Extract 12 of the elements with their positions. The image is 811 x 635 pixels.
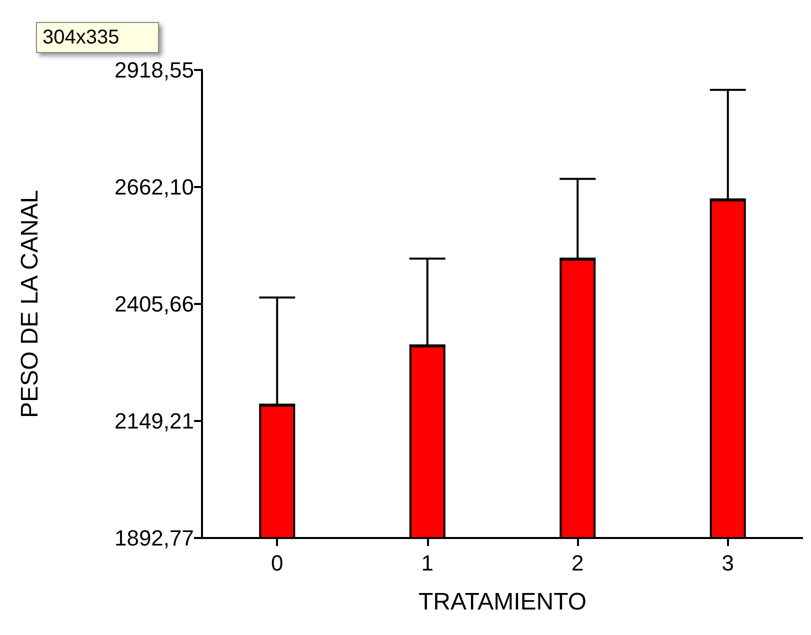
text: 304x335: [42, 26, 120, 48]
y-axis-title: PESO DE LA CANAL: [16, 190, 44, 418]
y-tick-label: 2405,66: [114, 292, 194, 316]
y-tick-label: 2918,55: [114, 58, 194, 82]
y-tick-label: 1892,77: [114, 526, 194, 550]
y-tick-label: 2662,10: [114, 174, 194, 200]
x-tick-label: 3: [722, 550, 734, 576]
x-tick-label: 2: [572, 550, 584, 576]
y-tick-label: 2149,21: [114, 408, 194, 434]
x-tick-label: 0: [271, 550, 284, 576]
x-tick-label: 1: [421, 550, 434, 576]
x-axis-title: TRATAMIENTO: [418, 588, 586, 616]
